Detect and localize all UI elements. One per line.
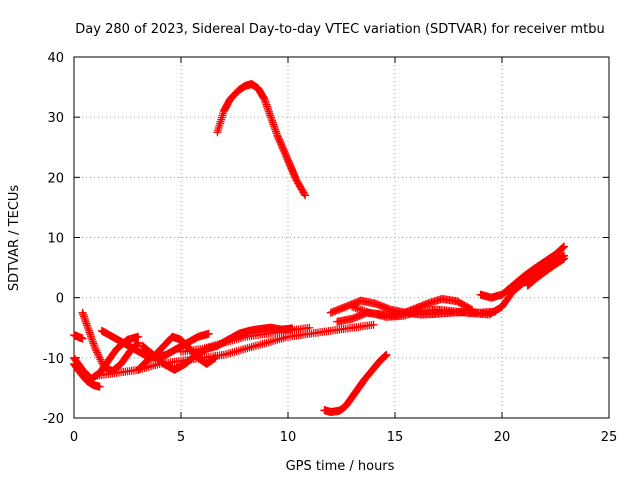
series-arc-band-2 — [177, 323, 314, 356]
data-point-interp — [558, 244, 567, 253]
data-point-interp — [94, 352, 103, 361]
data-point-interp — [92, 346, 101, 355]
y-tick-label: 0 — [56, 292, 64, 307]
data-point — [134, 332, 143, 341]
x-axis-label: GPS time / hours — [286, 459, 395, 474]
data-point-interp — [93, 350, 102, 359]
x-tick-label: 25 — [601, 430, 618, 445]
y-tick-label: -20 — [43, 412, 64, 427]
data-point — [560, 242, 569, 251]
data-point — [204, 329, 213, 338]
series-arc-late-3 — [348, 302, 506, 321]
y-axis-label: SDTVAR / TECUs — [7, 185, 22, 292]
chart-title: Day 280 of 2023, Sidereal Day-to-day VTE… — [75, 22, 604, 37]
x-tick-label: 15 — [387, 430, 404, 445]
data-point — [301, 191, 310, 200]
x-tick-label: 5 — [177, 430, 185, 445]
axis-ticks: 0 5 10 15 20 25 -20 -10 0 10 20 30 40 — [43, 51, 618, 445]
data-point — [91, 344, 100, 353]
series-arc-band — [91, 320, 378, 380]
y-tick-label: 30 — [47, 111, 64, 126]
data-point — [382, 350, 391, 359]
x-tick-label: 10 — [280, 430, 297, 445]
data-point-interp — [93, 348, 102, 357]
x-tick-label: 20 — [494, 430, 511, 445]
y-tick-label: 20 — [47, 171, 64, 186]
series-arc-low — [320, 350, 391, 416]
series-arc-start-1 — [70, 330, 87, 343]
series-arc-peak — [213, 80, 310, 200]
data-point-interp — [95, 353, 104, 362]
data-point — [560, 254, 569, 263]
data-point — [305, 323, 314, 332]
data-point-interp — [300, 189, 309, 198]
data-points — [70, 80, 569, 416]
y-tick-label: -10 — [43, 352, 64, 367]
x-tick-label: 0 — [70, 430, 78, 445]
data-point-interp — [559, 243, 568, 252]
y-tick-label: 40 — [47, 51, 64, 66]
data-point-interp — [96, 355, 105, 364]
series-arc-end-3 — [523, 254, 569, 290]
y-tick-label: 10 — [47, 232, 64, 247]
data-point — [369, 320, 378, 329]
data-point — [78, 334, 87, 343]
data-point — [95, 382, 104, 391]
series-arc-end — [476, 242, 569, 302]
